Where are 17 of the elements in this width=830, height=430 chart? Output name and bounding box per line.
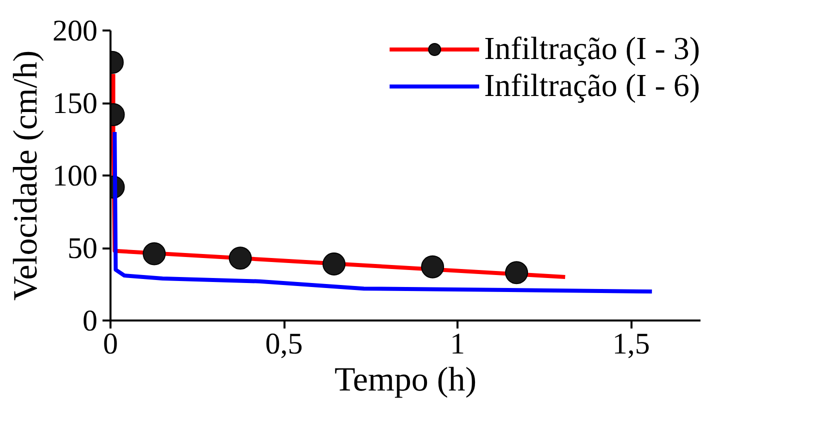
legend-label: Infiltração (I - 3) (484, 30, 700, 67)
y-axis-title: Velocidade (cm/h) (8, 50, 44, 301)
y-tick-label: 0 (82, 304, 98, 338)
legend-label: Infiltração (I - 6) (484, 67, 700, 104)
x-tick-label: 1 (450, 328, 466, 360)
x-axis-title: Tempo (h) (334, 362, 477, 398)
point (505, 261, 528, 284)
x-tick-label: 1,5 (612, 328, 650, 360)
y-tick-label: 150 (52, 87, 98, 120)
x-tick-label: 0,5 (265, 328, 303, 360)
y-tick-label: 50 (68, 232, 98, 265)
point (421, 255, 444, 278)
y-tick-label: 200 (52, 14, 98, 48)
point (322, 252, 346, 276)
y-tick-label: 100 (52, 160, 98, 192)
x-tick-label: 0 (103, 328, 118, 360)
line-series (112, 130, 654, 294)
